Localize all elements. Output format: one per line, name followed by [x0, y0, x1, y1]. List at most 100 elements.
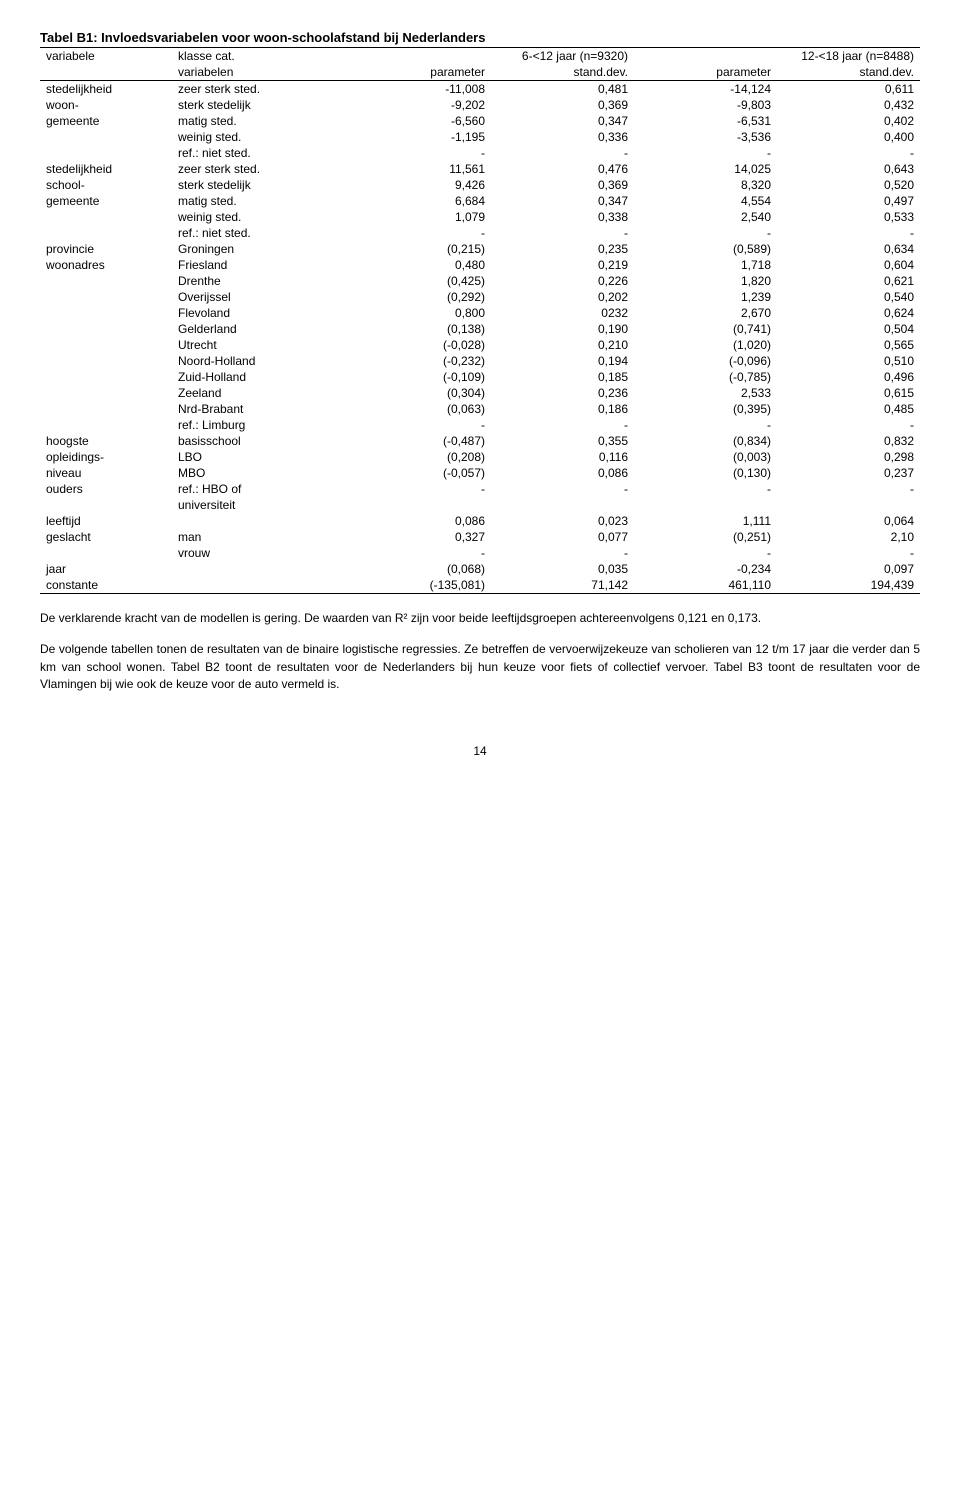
cell-var: stedelijkheid [40, 81, 172, 98]
cell-p2: 1,718 [634, 257, 777, 273]
cell-klasse: sterk stedelijk [172, 177, 348, 193]
cell-p2: 14,025 [634, 161, 777, 177]
cell-sd2: 0,624 [777, 305, 920, 321]
cell-sd1: - [491, 225, 634, 241]
cell-klasse: Friesland [172, 257, 348, 273]
cell-var [40, 497, 172, 513]
cell-sd2: 0,497 [777, 193, 920, 209]
paragraph-1: De verklarende kracht van de modellen is… [40, 610, 920, 627]
cell-sd1: 0,202 [491, 289, 634, 305]
cell-klasse: Zeeland [172, 385, 348, 401]
cell-klasse [172, 561, 348, 577]
cell-sd1: 0,369 [491, 177, 634, 193]
cell-sd2: - [777, 481, 920, 497]
cell-var: school- [40, 177, 172, 193]
cell-sd1: - [491, 417, 634, 433]
cell-p2: (0,741) [634, 321, 777, 337]
cell-var: geslacht [40, 529, 172, 545]
cell-sd1: 0,347 [491, 193, 634, 209]
cell-p1: -9,202 [348, 97, 491, 113]
cell-sd2: 0,520 [777, 177, 920, 193]
cell-klasse [172, 513, 348, 529]
cell-sd2: 0,496 [777, 369, 920, 385]
cell-klasse: ref.: Limburg [172, 417, 348, 433]
cell-p1: 0,086 [348, 513, 491, 529]
hdr-param2: parameter [634, 64, 777, 81]
cell-klasse: vrouw [172, 545, 348, 561]
cell-p1: (0,068) [348, 561, 491, 577]
cell-var [40, 273, 172, 289]
table-title: Tabel B1: Invloedsvariabelen voor woon-s… [40, 30, 920, 45]
hdr-age1: 6-<12 jaar (n=9320) [348, 48, 634, 65]
cell-sd2: 0,510 [777, 353, 920, 369]
cell-var [40, 225, 172, 241]
cell-p2 [634, 497, 777, 513]
cell-p2: -3,536 [634, 129, 777, 145]
cell-p1: - [348, 417, 491, 433]
hdr-variabele: variabele [40, 48, 172, 65]
cell-sd2: 0,565 [777, 337, 920, 353]
cell-var [40, 401, 172, 417]
cell-klasse: LBO [172, 449, 348, 465]
cell-p2: -0,234 [634, 561, 777, 577]
cell-klasse: zeer sterk sted. [172, 81, 348, 98]
cell-var [40, 353, 172, 369]
cell-p2: 2,533 [634, 385, 777, 401]
cell-var: stedelijkheid [40, 161, 172, 177]
cell-sd1: 0,347 [491, 113, 634, 129]
cell-p1: (-0,057) [348, 465, 491, 481]
cell-p1: (0,063) [348, 401, 491, 417]
cell-p2: 1,111 [634, 513, 777, 529]
cell-p2: (0,589) [634, 241, 777, 257]
cell-p2: - [634, 481, 777, 497]
cell-p2: 8,320 [634, 177, 777, 193]
cell-p2: - [634, 145, 777, 161]
cell-p1: 1,079 [348, 209, 491, 225]
cell-p2: (0,251) [634, 529, 777, 545]
cell-sd1: 0,185 [491, 369, 634, 385]
cell-klasse: Nrd-Brabant [172, 401, 348, 417]
cell-p2: (0,395) [634, 401, 777, 417]
cell-p2: 461,110 [634, 577, 777, 594]
cell-sd1: 0,035 [491, 561, 634, 577]
cell-sd2: 0,064 [777, 513, 920, 529]
cell-p1: (-0,028) [348, 337, 491, 353]
cell-p1: (0,304) [348, 385, 491, 401]
page-number: 14 [40, 744, 920, 758]
cell [40, 64, 172, 81]
hdr-param1: parameter [348, 64, 491, 81]
cell-var [40, 369, 172, 385]
hdr-age2: 12-<18 jaar (n=8488) [634, 48, 920, 65]
paragraph-2: De volgende tabellen tonen de resultaten… [40, 641, 920, 693]
cell-var [40, 289, 172, 305]
cell-p1: 6,684 [348, 193, 491, 209]
cell-klasse: Groningen [172, 241, 348, 257]
cell-p1: - [348, 545, 491, 561]
cell-p1: (0,215) [348, 241, 491, 257]
cell-p1: 11,561 [348, 161, 491, 177]
cell-p1: -6,560 [348, 113, 491, 129]
cell-var [40, 385, 172, 401]
cell-sd1: 0,235 [491, 241, 634, 257]
cell-sd2: 0,237 [777, 465, 920, 481]
cell-sd2: - [777, 225, 920, 241]
cell-p2: 1,239 [634, 289, 777, 305]
cell-sd2: 0,400 [777, 129, 920, 145]
cell-p1: (-0,487) [348, 433, 491, 449]
cell-var: gemeente [40, 193, 172, 209]
cell-p2: (-0,096) [634, 353, 777, 369]
cell-sd2: 0,298 [777, 449, 920, 465]
cell-sd1: 0,210 [491, 337, 634, 353]
cell-p2: -9,803 [634, 97, 777, 113]
cell-p1: 0,327 [348, 529, 491, 545]
cell-sd2: 0,611 [777, 81, 920, 98]
cell-var: woon- [40, 97, 172, 113]
cell-sd1: 0,336 [491, 129, 634, 145]
cell-p2: (1,020) [634, 337, 777, 353]
cell-klasse: MBO [172, 465, 348, 481]
cell-klasse: ref.: niet sted. [172, 225, 348, 241]
cell-var: gemeente [40, 113, 172, 129]
cell-sd1: 71,142 [491, 577, 634, 594]
cell-sd1: 0,226 [491, 273, 634, 289]
cell-klasse: Overijssel [172, 289, 348, 305]
